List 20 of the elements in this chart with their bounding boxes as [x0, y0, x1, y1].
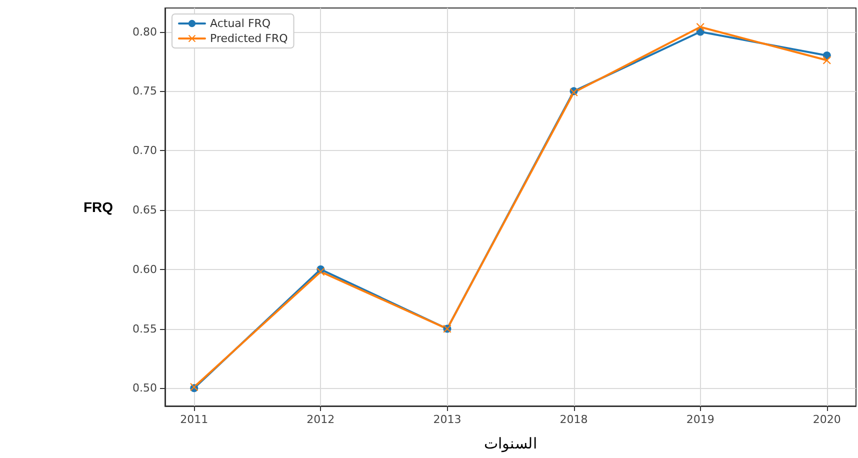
point	[316, 268, 325, 276]
y-tick-label: 0.70	[132, 144, 157, 158]
point	[822, 56, 831, 64]
y-tick-label: 0.50	[132, 382, 157, 395]
legend-label: Predicted FRQ	[210, 32, 288, 45]
y-tick-label: 0.75	[132, 84, 157, 98]
x-tick-label: 2018	[560, 413, 588, 426]
y-tick-label: 0.80	[132, 25, 157, 38]
y-axis-title: FRQ	[83, 199, 114, 215]
x-tick-label: 2020	[812, 413, 841, 426]
x-tick-label: 2011	[180, 413, 208, 426]
y-tick-label: 0.65	[132, 203, 157, 216]
point	[696, 23, 704, 32]
y-tick-label: 0.60	[132, 262, 157, 276]
x-tick-label: 2019	[686, 413, 714, 426]
x-tick-label: 2012	[306, 413, 335, 426]
x-axis-title: السنوات	[484, 434, 537, 452]
legend-label: Actual FRQ	[210, 17, 271, 30]
x-tick-label: 2013	[433, 413, 462, 426]
y-tick-label: 0.55	[132, 322, 157, 336]
